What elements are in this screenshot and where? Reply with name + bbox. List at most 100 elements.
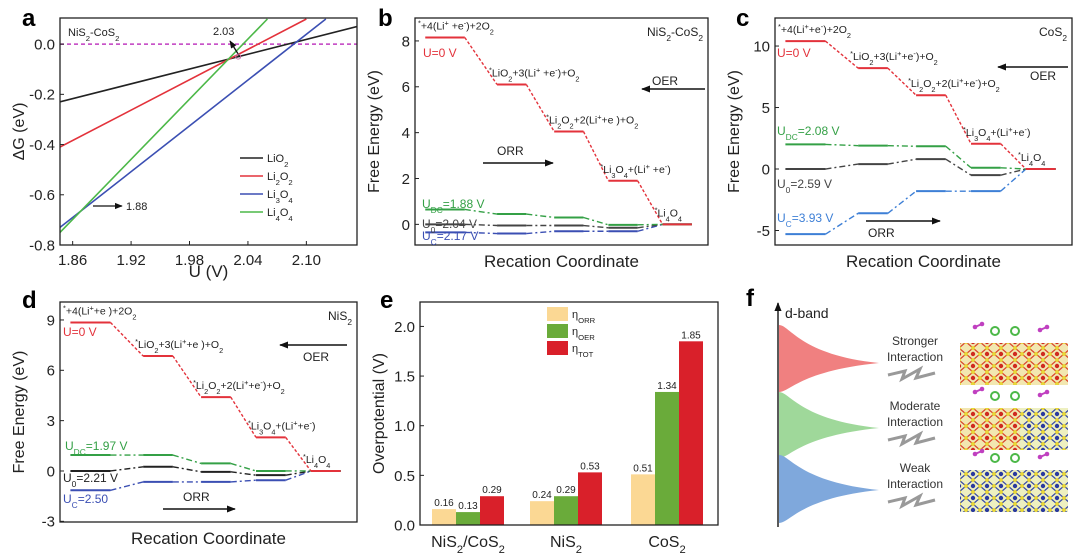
e-ytick-label: 0.0 (394, 517, 415, 534)
b-ytick-label: 0 (402, 217, 410, 234)
b-xlabel: Recation Coordinate (484, 252, 639, 271)
d-species-label: *Li2O2+2(Li++e-)+O2 (193, 378, 285, 396)
f-dband-peak-2 (779, 455, 879, 523)
d-connector (172, 355, 202, 398)
d-connector (230, 479, 257, 483)
b-connector (525, 84, 555, 132)
d-ytick-label: 6 (47, 363, 55, 380)
f-adsorbate-li-icon (1010, 453, 1020, 463)
e-category-label: NiS2 (550, 534, 582, 556)
d-species-label: *+4(Li++e )+2O2 (63, 303, 136, 321)
d-connector (285, 437, 312, 472)
b-ytick-label: 4 (402, 125, 410, 142)
c-connector (1000, 167, 1026, 170)
d-connector (110, 481, 144, 491)
panel-label-e: e (380, 287, 393, 314)
f-crystal-structure (960, 470, 1068, 512)
e-legend-swatch (547, 307, 568, 321)
e-bar-value-label: 1.85 (681, 330, 701, 341)
a-xtick-label: 1.86 (58, 252, 87, 269)
f-adsorbate-li-icon (990, 391, 1000, 401)
b-connector (637, 223, 663, 232)
e-bar-0-0 (432, 509, 456, 525)
b-connector (526, 213, 555, 219)
f-lightning-icon (887, 492, 936, 510)
b-connector (526, 230, 555, 235)
e-frame (419, 301, 719, 526)
e-bar-value-label: 0.53 (580, 461, 600, 472)
b-frame (414, 17, 709, 246)
d-orr-label: ORR (183, 490, 210, 504)
a-xtick-label: 2.10 (292, 252, 321, 269)
d-ytick-label: 0 (47, 463, 55, 480)
c-oer-label: OER (1030, 69, 1056, 83)
c-species-label: *Li4O4 (1018, 150, 1045, 168)
c-condition-label: UC=3.93 V (777, 211, 833, 229)
a-annotation-1.88: 1.88 (126, 201, 147, 213)
e-bar-2-1 (578, 472, 602, 525)
f-dband-label: d-band (785, 305, 829, 321)
e-category-label: NiS2/CoS2 (431, 534, 505, 556)
b-species-label: *LiO2+3(Li+ +e-)+O2 (489, 65, 579, 83)
e-bar-value-label: 0.51 (633, 463, 653, 474)
d-connector (230, 471, 257, 476)
e-bar-1-0 (456, 512, 480, 525)
a-series-line-LiO2 (60, 25, 357, 103)
c-connector (945, 158, 972, 176)
b-connector (583, 224, 609, 229)
f-interaction-label: Moderate (890, 399, 941, 413)
e-bar-0-1 (530, 501, 554, 525)
c-species-label: *LiO2+3(Li++e-)+O2 (850, 49, 938, 67)
e-bar-0-2 (631, 474, 655, 525)
e-legend-label: ηORR (572, 309, 596, 325)
f-interaction-label: Interaction (887, 477, 943, 491)
panel-label-f: f (746, 285, 755, 312)
d-oer-label: OER (303, 350, 329, 364)
f-adsorbate-li-icon (1010, 391, 1020, 401)
d-connector (172, 454, 202, 465)
f-adsorbate-li-icon (990, 453, 1000, 463)
e-bar-value-label: 0.29 (556, 485, 576, 496)
e-ytick-label: 0.5 (394, 468, 415, 485)
c-ytick-label: 10 (753, 38, 770, 55)
f-adsorbate-li-icon (1010, 326, 1020, 336)
e-bar-value-label: 1.34 (657, 381, 677, 392)
c-species-label: *Li2O2+2(Li++e-)+O2 (908, 76, 1000, 94)
e-bar-value-label: 0.16 (434, 498, 454, 509)
b-connector (464, 37, 498, 85)
e-ytick-label: 1.0 (394, 418, 415, 435)
b-material-label: NiS2-CoS2 (647, 25, 703, 43)
e-legend-label: ηOER (572, 326, 595, 342)
f-lightning-icon (887, 365, 936, 383)
d-connector (230, 396, 257, 438)
c-species-label: *+4(Li++e-)+2O2 (778, 22, 851, 40)
f-o-atom (972, 389, 978, 395)
c-ytick-label: 5 (762, 100, 770, 117)
f-interaction-label: Interaction (887, 415, 943, 429)
c-material-label: CoS2 (1039, 25, 1067, 43)
d-species-label: *Li4O4 (303, 451, 330, 469)
d-ylabel: Free Energy (eV) (11, 351, 28, 474)
panel-label-c: c (736, 5, 749, 32)
f-lightning-icon (887, 430, 936, 448)
c-connector (1000, 168, 1027, 192)
c-connector (825, 143, 859, 147)
f-interaction-label: Stronger (892, 334, 938, 348)
e-bar-value-label: 0.24 (532, 490, 552, 501)
c-condition-label: U0=2.59 V (777, 177, 832, 195)
e-bar-value-label: 0.29 (482, 485, 502, 496)
d-ytick-label: 9 (47, 312, 55, 329)
b-connector (582, 131, 610, 182)
a-xlabel: U (V) (189, 262, 229, 281)
b-condition-label: U0=2.04 V (422, 217, 477, 235)
b-condition-label: UC=2.17 V (422, 229, 478, 247)
c-condition-label: U=0 V (777, 46, 811, 60)
b-ytick-label: 2 (402, 171, 410, 188)
c-connector (945, 145, 972, 169)
b-connector (637, 180, 664, 225)
f-interaction-label: Interaction (887, 350, 943, 364)
b-species-label: *+4(Li+ +e-)+2O2 (418, 18, 494, 36)
c-ytick-label: 0 (762, 161, 770, 178)
